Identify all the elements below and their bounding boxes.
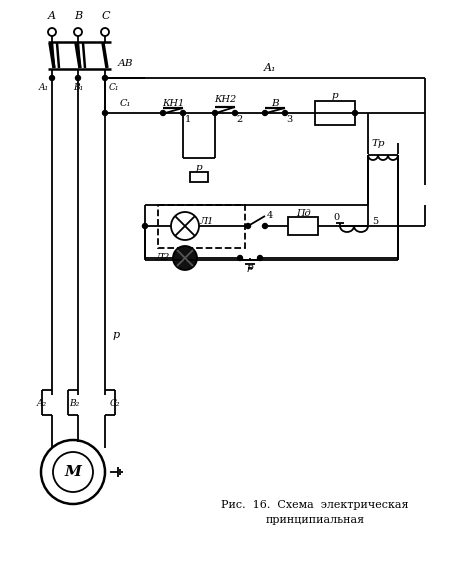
Bar [315, 101, 355, 125]
Text: Рис.  16.  Схема  электрическая: Рис. 16. Схема электрическая [221, 500, 409, 510]
Text: АВ: АВ [117, 59, 133, 67]
Text: 3: 3 [286, 115, 292, 124]
Text: р: р [196, 163, 202, 172]
Circle shape [246, 224, 250, 228]
Text: Л2: Л2 [156, 254, 170, 263]
Text: Пд: Пд [296, 210, 310, 219]
Circle shape [49, 76, 55, 80]
Bar [190, 172, 208, 182]
Text: 4: 4 [267, 211, 273, 220]
Text: B₂: B₂ [69, 399, 79, 408]
Circle shape [102, 76, 108, 80]
Circle shape [212, 111, 218, 115]
Text: КН2: КН2 [214, 94, 236, 103]
Bar [288, 217, 318, 235]
Circle shape [353, 111, 357, 115]
Text: B: B [74, 11, 82, 21]
Text: A₂: A₂ [37, 399, 47, 408]
Text: 0: 0 [333, 214, 339, 223]
Text: Л1: Л1 [200, 216, 214, 225]
Text: 5: 5 [372, 216, 378, 225]
Text: р: р [112, 330, 119, 340]
Text: A₁: A₁ [264, 63, 276, 73]
Text: 2: 2 [237, 115, 243, 124]
Text: принципиальная: принципиальная [265, 515, 365, 525]
Text: В: В [271, 98, 279, 107]
Text: C: C [102, 11, 110, 21]
Text: C₂: C₂ [110, 399, 120, 408]
Circle shape [283, 111, 288, 115]
Circle shape [102, 111, 108, 115]
Circle shape [75, 76, 81, 80]
Text: A₁: A₁ [39, 82, 49, 92]
Circle shape [161, 111, 165, 115]
Text: КН1: КН1 [162, 98, 184, 107]
Circle shape [181, 111, 185, 115]
Circle shape [263, 224, 267, 228]
Text: C₁: C₁ [119, 99, 131, 108]
Circle shape [233, 111, 237, 115]
Circle shape [257, 255, 263, 260]
Bar [158, 205, 245, 248]
Circle shape [143, 224, 147, 228]
Circle shape [237, 255, 243, 260]
Text: р: р [246, 263, 253, 272]
Text: B₁: B₁ [73, 82, 83, 92]
Circle shape [173, 246, 197, 270]
Text: A: A [48, 11, 56, 21]
Text: C₁: C₁ [109, 82, 119, 92]
Circle shape [263, 111, 267, 115]
Text: Тр: Тр [371, 138, 385, 147]
Text: 1: 1 [185, 115, 191, 124]
Text: М: М [64, 465, 82, 479]
Text: р: р [332, 92, 338, 101]
